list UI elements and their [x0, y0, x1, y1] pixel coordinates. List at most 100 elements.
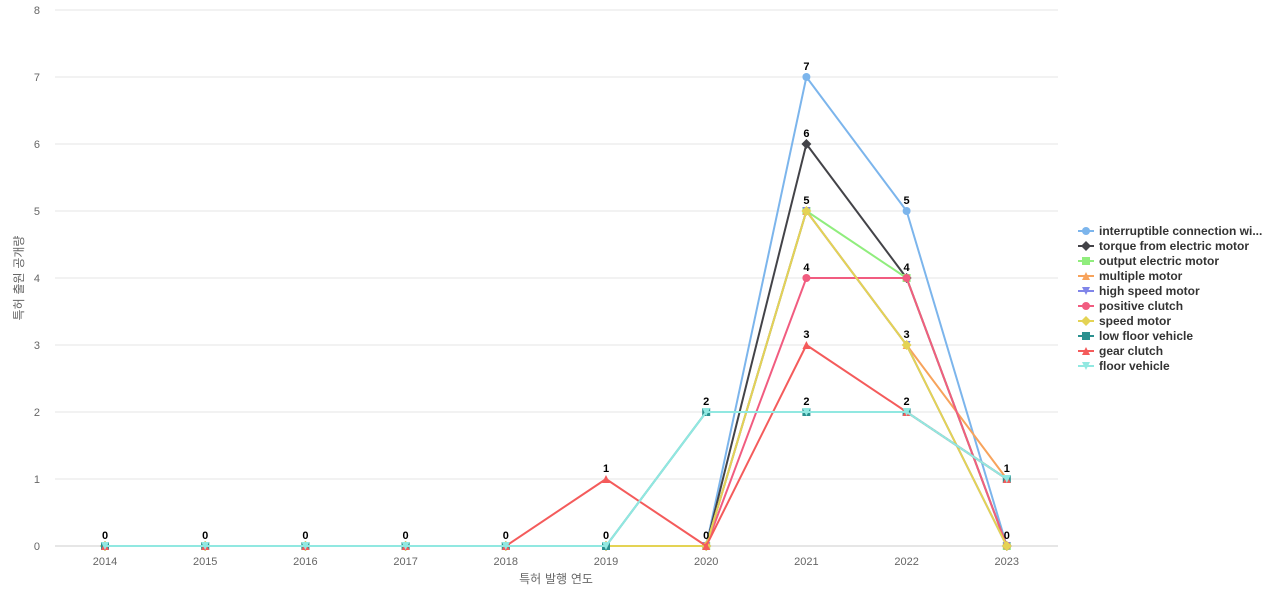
data-label: 7	[803, 61, 809, 73]
series-output-electric-motor	[101, 207, 1011, 550]
data-label: 2	[703, 396, 709, 408]
y-axis-title: 특허 출원 공개량	[12, 236, 26, 321]
x-tick-label: 2020	[694, 556, 718, 568]
data-point[interactable]	[101, 542, 109, 550]
y-tick-label: 2	[34, 407, 40, 419]
data-label: 2	[904, 396, 910, 408]
data-point[interactable]	[501, 542, 510, 550]
data-point[interactable]	[902, 274, 911, 282]
series-line[interactable]	[105, 210, 1008, 547]
legend-label: gear clutch	[1099, 344, 1163, 358]
legend-label: floor vehicle	[1099, 359, 1170, 373]
series-high-speed-motor	[101, 207, 1011, 550]
series-interruptible-connection-wi-	[101, 73, 1011, 550]
data-label: 5	[904, 195, 910, 207]
data-point[interactable]	[902, 207, 911, 215]
series-line[interactable]	[105, 76, 1008, 547]
legend-marker	[1081, 316, 1091, 326]
legend-item[interactable]: high speed motor	[1078, 284, 1200, 298]
data-point[interactable]	[802, 73, 811, 81]
legend-marker	[1082, 302, 1090, 310]
legend-label: positive clutch	[1099, 299, 1183, 313]
y-tick-label: 0	[34, 541, 40, 553]
x-tick-label: 2016	[293, 556, 317, 568]
y-tick-label: 5	[34, 206, 40, 218]
series-line[interactable]	[105, 210, 1008, 547]
y-tick-label: 8	[34, 5, 40, 17]
legend[interactable]: interruptible connection wi...torque fro…	[1078, 224, 1262, 373]
x-tick-label: 2023	[995, 556, 1019, 568]
legend-label: torque from electric motor	[1099, 239, 1249, 253]
legend-marker	[1082, 272, 1090, 280]
x-tick-label: 2021	[794, 556, 818, 568]
data-label: 5	[803, 195, 809, 207]
data-label: 0	[503, 530, 509, 542]
legend-item[interactable]: interruptible connection wi...	[1078, 224, 1262, 238]
legend-item[interactable]: low floor vehicle	[1078, 329, 1193, 343]
x-axis-ticks: 2014 2015 2016 2017 2018 2019 2020 2021 2022 2023	[93, 556, 1019, 568]
legend-marker	[1082, 362, 1090, 370]
series-group	[100, 73, 1012, 551]
grid-lines	[55, 9, 1058, 547]
legend-item[interactable]: torque from electric motor	[1078, 239, 1249, 253]
data-label: 4	[803, 262, 810, 274]
x-tick-label: 2019	[594, 556, 618, 568]
legend-item[interactable]: speed motor	[1078, 314, 1171, 328]
legend-label: speed motor	[1099, 314, 1171, 328]
legend-item[interactable]: floor vehicle	[1078, 359, 1170, 373]
y-axis-ticks: 0 1 2 3 4 5 6 7 8	[34, 5, 40, 553]
legend-item[interactable]: multiple motor	[1078, 269, 1183, 283]
data-label: 0	[102, 530, 108, 542]
data-point[interactable]	[702, 408, 711, 416]
x-tick-label: 2018	[494, 556, 518, 568]
data-point[interactable]	[802, 274, 811, 282]
legend-marker	[1082, 332, 1090, 340]
x-axis-title: 특허 발행 연도	[519, 571, 593, 586]
y-tick-label: 1	[34, 474, 40, 486]
legend-item[interactable]: positive clutch	[1078, 299, 1183, 313]
series-line[interactable]	[105, 344, 1008, 547]
legend-marker	[1082, 257, 1090, 265]
legend-item[interactable]: output electric motor	[1078, 254, 1219, 268]
legend-label: output electric motor	[1099, 254, 1219, 268]
legend-label: interruptible connection wi...	[1099, 224, 1262, 238]
data-point[interactable]	[401, 542, 410, 550]
series-gear-clutch	[101, 341, 1011, 550]
data-point[interactable]	[801, 206, 812, 216]
data-label: 3	[904, 329, 910, 341]
legend-label: high speed motor	[1099, 284, 1200, 298]
data-point[interactable]	[1002, 475, 1011, 483]
data-point[interactable]	[1001, 541, 1012, 551]
legend-label: multiple motor	[1099, 269, 1183, 283]
x-tick-label: 2015	[193, 556, 217, 568]
x-tick-label: 2014	[93, 556, 117, 568]
data-point[interactable]	[301, 542, 310, 550]
data-label: 4	[904, 262, 911, 274]
y-tick-label: 7	[34, 72, 40, 84]
series-multiple-motor	[101, 207, 1011, 550]
data-label: 0	[1004, 530, 1010, 542]
data-point[interactable]	[902, 408, 911, 416]
data-point[interactable]	[201, 542, 210, 550]
y-tick-label: 4	[34, 273, 40, 285]
x-tick-label: 2017	[393, 556, 417, 568]
x-tick-label: 2022	[894, 556, 918, 568]
data-point[interactable]	[802, 408, 811, 416]
data-point[interactable]	[801, 139, 812, 149]
legend-marker	[1082, 227, 1090, 235]
series-line[interactable]	[105, 411, 1008, 547]
data-labels: 0 0 0 0 0 0 1 0 2 7 6 5 4 3 2 5 4 3 2 1 0	[102, 61, 1010, 542]
data-label: 0	[202, 530, 208, 542]
data-point[interactable]	[602, 542, 610, 550]
data-point[interactable]	[602, 475, 610, 483]
series-line[interactable]	[105, 210, 1008, 547]
data-label: 0	[403, 530, 409, 542]
series-line[interactable]	[105, 210, 1008, 547]
legend-marker	[1082, 287, 1090, 295]
legend-item[interactable]: gear clutch	[1078, 344, 1163, 358]
data-point[interactable]	[901, 340, 912, 350]
y-tick-label: 3	[34, 340, 40, 352]
data-point[interactable]	[702, 542, 711, 550]
data-point[interactable]	[802, 341, 811, 349]
